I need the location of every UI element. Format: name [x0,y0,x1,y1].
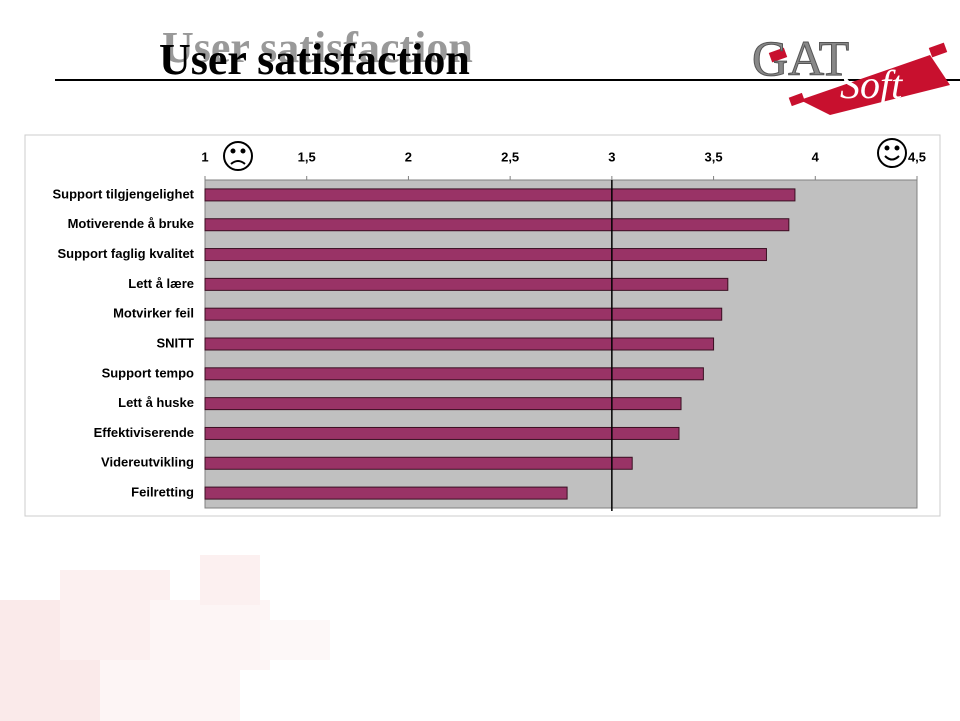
bar [204,307,723,321]
logo-swoosh [800,55,950,115]
decor-square [260,620,330,660]
category-label: Feilretting [131,485,194,500]
slide-title: User satisfaction [159,35,470,84]
logo-square [928,42,948,58]
x-tick-label: 2,5 [501,149,519,164]
category-label: Lett å huske [118,395,194,410]
happy-face [877,138,907,168]
decor-square [100,660,240,721]
bar [204,218,790,232]
category-label: Support faglig kvalitet [57,246,194,261]
decor-square [0,600,120,721]
logo-main: GAT [752,30,849,86]
x-tick-label: 1 [201,149,208,164]
category-label: Effektiviserende [94,425,194,440]
category-label: Videreutvikling [101,455,194,470]
bar [204,456,633,470]
logo: GAT Soft [752,30,950,115]
decor-square [60,570,170,660]
bar [204,426,680,440]
category-label: Lett å lære [128,276,194,291]
x-tick-label: 3,5 [705,149,723,164]
x-tick-label: 1,5 [298,149,316,164]
title-shadow: User satisfaction [162,23,473,72]
decoration [0,555,330,721]
sad-face [223,141,253,171]
category-label: Motvirker feil [113,306,194,321]
category-label: Support tempo [102,365,194,380]
category-label: SNITT [156,335,194,350]
bar [204,337,715,351]
decor-square [150,600,270,670]
bar [204,367,704,381]
x-tick-label: 3 [608,149,615,164]
logo-square [788,92,805,107]
chart: 1 1,5 2 2,5 3 3,5 4 4,5 Support tilgjengelighet M… [52,149,926,511]
decor-square [200,555,260,605]
category-label: Motiverende å bruke [68,216,194,231]
logo-sub: Soft [840,62,903,107]
category-label: Support tilgjengelighet [52,186,194,201]
x-tick-label: 4,5 [908,149,926,164]
bar [204,397,682,411]
bar [204,248,767,262]
x-tick-label: 2 [405,149,412,164]
logo-square [768,47,788,63]
bar [204,277,729,291]
bar [204,188,796,202]
x-tick-label: 4 [812,149,820,164]
bar [204,486,568,500]
